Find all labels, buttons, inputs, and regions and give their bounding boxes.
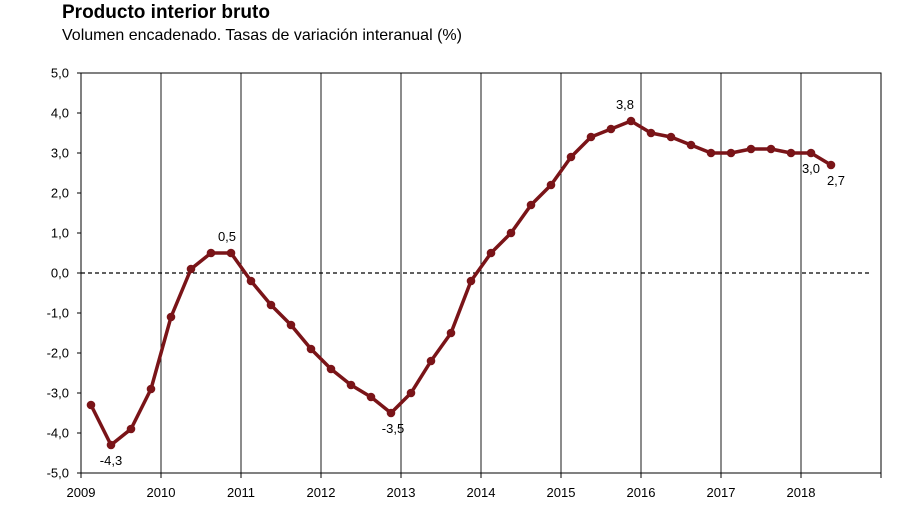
data-point	[526, 200, 536, 210]
data-point	[506, 228, 516, 238]
data-point	[286, 320, 296, 330]
data-point	[246, 276, 256, 286]
data-point	[266, 300, 276, 310]
y-tick-label: 1,0	[51, 226, 69, 241]
y-axis: 5,0 4,0 3,0 2,0 1,0 0,0 -1,0 -2,0 -3,0 -4,0 -5,0	[47, 66, 81, 481]
x-tick-label: 2011	[227, 485, 255, 500]
data-point	[326, 364, 336, 374]
x-tick-label: 2012	[307, 485, 336, 500]
x-tick-label: 2018	[787, 485, 816, 500]
data-label: 3,8	[616, 97, 634, 112]
data-label: 0,5	[218, 229, 236, 244]
data-point	[546, 180, 556, 190]
data-label: -4,3	[100, 453, 122, 468]
y-tick-label: 3,0	[51, 146, 69, 161]
data-point	[366, 392, 376, 402]
data-point	[306, 344, 316, 354]
data-point	[566, 152, 576, 162]
y-tick-label: -4,0	[47, 426, 69, 441]
data-labels: -4,3 0,5 -3,5 3,8 3,0 2,7	[100, 97, 845, 468]
y-tick-label: -3,0	[47, 386, 69, 401]
data-point	[706, 148, 716, 158]
y-tick-label: -5,0	[47, 466, 69, 481]
data-point	[386, 408, 396, 418]
data-point	[346, 380, 356, 390]
data-point	[646, 128, 656, 138]
x-tick-label: 2016	[627, 485, 656, 500]
data-point	[666, 132, 676, 142]
data-point	[786, 148, 796, 158]
data-label: 2,7	[827, 173, 845, 188]
y-tick-label: 2,0	[51, 186, 69, 201]
data-point	[206, 248, 216, 258]
data-point	[466, 276, 476, 286]
y-tick-label: 5,0	[51, 66, 69, 81]
x-tick-label: 2009	[67, 485, 96, 500]
data-point	[406, 388, 416, 398]
data-point	[726, 148, 736, 158]
x-tick-label: 2015	[547, 485, 576, 500]
y-tick-label: -2,0	[47, 346, 69, 361]
data-point	[626, 116, 636, 126]
series-gdp	[86, 116, 836, 450]
data-point	[686, 140, 696, 150]
data-point	[806, 148, 816, 158]
data-point	[86, 400, 96, 410]
x-tick-label: 2017	[707, 485, 736, 500]
data-point	[146, 384, 156, 394]
data-point	[106, 440, 116, 450]
data-point	[446, 328, 456, 338]
x-tick-label: 2014	[467, 485, 496, 500]
data-point	[766, 144, 776, 154]
data-point	[826, 160, 836, 170]
data-point	[746, 144, 756, 154]
x-axis: 2009 2010 2011 2012 2013 2014 2015 2016 2017 2018	[67, 473, 882, 500]
data-point	[606, 124, 616, 134]
data-point	[186, 264, 196, 274]
data-point	[486, 248, 496, 258]
data-point	[586, 132, 596, 142]
data-point	[126, 424, 136, 434]
data-point	[166, 312, 176, 322]
data-label: 3,0	[802, 161, 820, 176]
data-label: -3,5	[382, 421, 404, 436]
data-point	[426, 356, 436, 366]
y-tick-label: 0,0	[51, 266, 69, 281]
x-tick-label: 2013	[387, 485, 416, 500]
data-point	[226, 248, 236, 258]
y-tick-label: 4,0	[51, 106, 69, 121]
chart-title: Producto interior bruto	[62, 2, 270, 23]
y-tick-label: -1,0	[47, 306, 69, 321]
x-tick-label: 2010	[147, 485, 176, 500]
series-line	[89, 119, 832, 447]
chart-subtitle: Volumen encadenado. Tasas de variación i…	[62, 27, 462, 44]
